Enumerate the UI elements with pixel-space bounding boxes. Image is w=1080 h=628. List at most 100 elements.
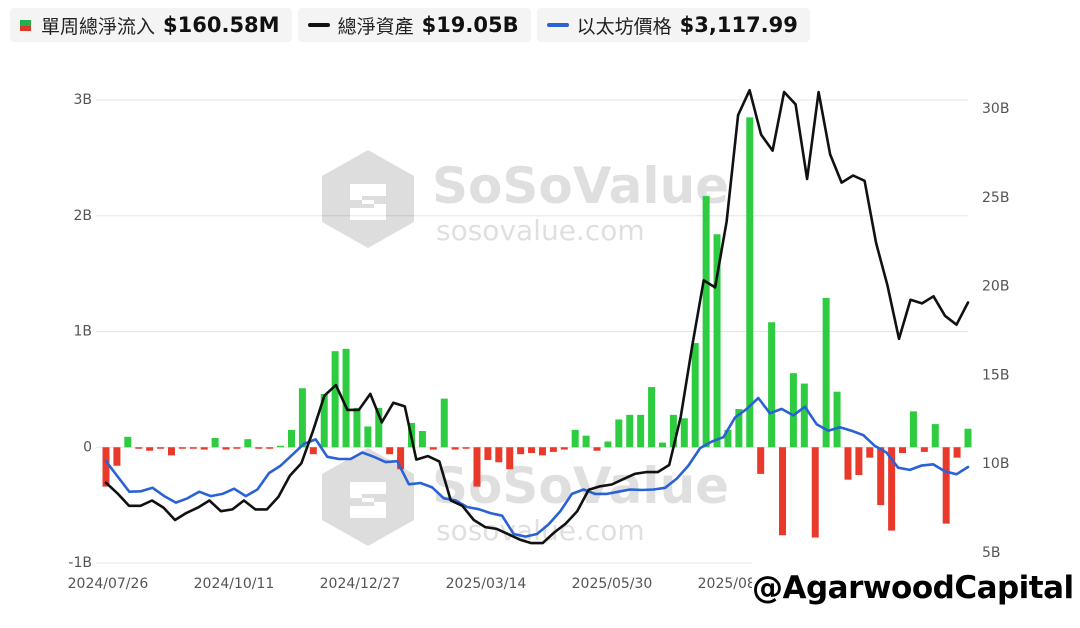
- outflow-bar: [266, 447, 274, 449]
- legend-value: $19.05B: [421, 13, 519, 37]
- outflow-bar: [888, 447, 896, 531]
- legend-item-weekly-inflow[interactable]: 單周總淨流入 $160.58M: [10, 8, 292, 42]
- inflow-bar: [735, 409, 743, 448]
- outflow-bar: [506, 447, 514, 470]
- inflow-bar: [702, 196, 710, 448]
- left-tick-label: 2B: [73, 208, 92, 224]
- outflow-bar: [484, 447, 492, 460]
- net-inflow-bars: [102, 117, 972, 538]
- outflow-bar: [189, 447, 197, 449]
- legend-item-net-assets[interactable]: 總淨資產 $19.05B: [297, 8, 531, 42]
- outflow-bar: [811, 447, 819, 538]
- inflow-bar: [418, 431, 426, 448]
- right-tick-label: 20B: [982, 279, 1009, 295]
- inflow-bar: [648, 387, 656, 448]
- watermark: SoSoValue sosovalue.com SoSoValue sosova…: [322, 150, 729, 547]
- inflow-bar: [833, 391, 841, 448]
- outflow-bar: [451, 447, 459, 450]
- outflow-bar: [920, 447, 928, 452]
- outflow-bar: [462, 447, 470, 449]
- watermark-logo-icon: [322, 150, 414, 248]
- outflow-bar: [222, 447, 230, 450]
- outflow-bar: [178, 447, 186, 449]
- left-tick-label: 0: [83, 439, 92, 455]
- inflow-bar: [244, 439, 252, 448]
- inflow-bar: [680, 418, 688, 448]
- left-tick-label: 3B: [73, 92, 92, 108]
- outflow-bar: [233, 447, 241, 449]
- inflow-bar: [277, 445, 285, 448]
- inflow-bar: [626, 414, 634, 448]
- x-tick-label: 2025/05/30: [572, 576, 653, 592]
- outflow-bar: [146, 447, 154, 451]
- x-tick-label: 2024/07/26: [68, 576, 149, 592]
- right-tick-label: 10B: [982, 456, 1009, 472]
- inflow-bar: [211, 437, 219, 448]
- outflow-bar: [757, 447, 765, 474]
- outflow-bar: [517, 447, 525, 455]
- legend-item-eth-price[interactable]: 以太坊價格 $3,117.99: [536, 8, 810, 42]
- outflow-bar: [429, 447, 437, 450]
- outflow-bar: [855, 447, 863, 476]
- outflow-bar: [167, 447, 175, 456]
- right-tick-label: 5B: [982, 545, 1001, 561]
- outflow-bar: [899, 447, 907, 454]
- x-tick-label: 2025/03/14: [446, 576, 527, 592]
- outflow-bar: [495, 447, 503, 463]
- inflow-bar: [582, 435, 590, 448]
- legend: 單周總淨流入 $160.58M 總淨資產 $19.05B 以太坊價格 $3,11…: [10, 6, 816, 44]
- inflow-bar: [320, 394, 328, 448]
- line-series: [104, 88, 970, 545]
- outflow-bar: [528, 447, 536, 454]
- legend-label: 總淨資產: [337, 15, 414, 38]
- left-tick-label: 1B: [73, 324, 92, 340]
- inflow-bar: [353, 407, 361, 448]
- inflow-bar: [658, 442, 666, 448]
- outflow-bar: [157, 447, 165, 449]
- legend-value: $160.58M: [163, 13, 280, 37]
- outflow-bar: [953, 447, 961, 458]
- watermark-logo-icon-lower: [322, 448, 414, 546]
- inflow-bar: [909, 411, 917, 448]
- net-assets-line: [104, 88, 970, 545]
- watermark-brand: SoSoValue: [432, 157, 729, 215]
- outflow-bar: [866, 447, 874, 458]
- legend-label: 單周總淨流入: [41, 15, 156, 38]
- outflow-bar: [135, 447, 143, 449]
- outflow-bar: [942, 447, 950, 524]
- inflow-bar: [287, 429, 295, 448]
- credit-watermark: @AgarwoodCapital: [752, 560, 1074, 616]
- inflow-bar: [604, 441, 612, 448]
- watermark-site: sosovalue.com: [436, 214, 645, 247]
- right-tick-label: 15B: [982, 367, 1009, 383]
- legend-label: 以太坊價格: [576, 15, 672, 38]
- inflow-bar: [298, 388, 306, 448]
- inflow-bar: [768, 322, 776, 448]
- inflow-bar: [691, 343, 699, 448]
- inflow-bar: [669, 414, 677, 448]
- inflow-bar: [713, 234, 721, 448]
- outflow-bar: [560, 447, 568, 450]
- outflow-bar: [779, 447, 787, 536]
- outflow-bar: [102, 447, 110, 487]
- line-swatch-icon: [546, 23, 569, 27]
- inflow-bar: [789, 373, 797, 448]
- outflow-bar: [473, 447, 481, 487]
- eth-price-line: [104, 396, 970, 538]
- inflow-bar: [124, 436, 132, 448]
- inflow-bar: [746, 117, 754, 448]
- outflow-bar: [200, 447, 208, 450]
- right-tick-label: 25B: [982, 190, 1009, 206]
- left-tick-label: -1B: [68, 555, 92, 571]
- outflow-bar: [877, 447, 885, 506]
- inflow-bar: [724, 429, 732, 448]
- outflow-bar: [113, 447, 121, 466]
- legend-value: $3,117.99: [679, 13, 798, 37]
- inflow-bar: [375, 407, 383, 448]
- outflow-bar: [538, 447, 546, 456]
- x-tick-label: 2024/10/11: [194, 576, 275, 592]
- x-tick-label: 2024/12/27: [320, 576, 401, 592]
- inflow-bar: [822, 297, 830, 448]
- outflow-bar: [255, 447, 263, 449]
